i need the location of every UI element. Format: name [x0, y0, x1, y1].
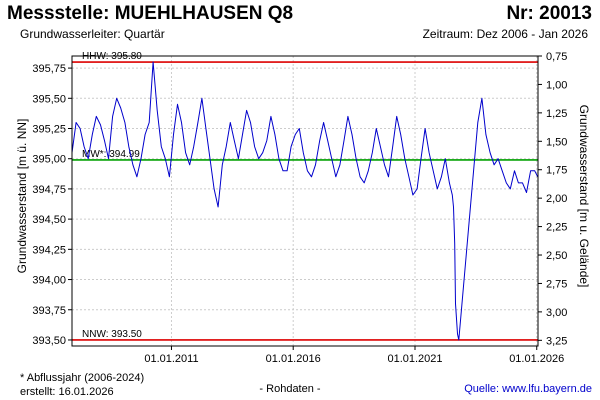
source-link[interactable]: Quelle: www.lfu.bayern.de [464, 383, 592, 395]
y2-axis-ticks: 3,25 3,00 2,75 2,50 2,25 2,00 1,75 1,50 1,25 1,00… [538, 51, 567, 347]
ref-label-hhw: HHW: 395.80 [82, 51, 142, 62]
x-tick-label: 01.01.2016 [266, 353, 321, 365]
y2-tick-label: 1,25 [546, 108, 567, 120]
x-axis-ticks: 01.01.2011 01.01.2016 01.01.2021 01.01.2026 [144, 346, 564, 365]
y-tick-label: 393,75 [32, 305, 66, 317]
y-tick-label: 394,75 [32, 184, 66, 196]
plot-frame [71, 55, 539, 347]
rawdata-label: - Rohdaten - [259, 383, 321, 395]
y2-tick-label: 3,00 [546, 307, 567, 319]
y-tick-label: 394,25 [32, 244, 66, 256]
y-tick-label: 395,50 [32, 93, 66, 105]
y2-tick-label: 1,75 [546, 165, 567, 177]
y2-tick-label: 0,75 [546, 51, 567, 63]
series-line-0 [71, 61, 539, 341]
footnote: * Abflussjahr (2006-2024) [20, 372, 145, 384]
y2-tick-label: 1,00 [546, 79, 567, 91]
y2-tick-label: 2,25 [546, 222, 567, 234]
y2-axis-label: Grundwasserstand [m u. Gelände] [577, 105, 591, 288]
grid [72, 56, 538, 346]
x-tick-label: 01.01.2026 [509, 353, 564, 365]
y-tick-label: 395,25 [32, 124, 66, 136]
created-date: erstellt: 16.01.2026 [20, 386, 114, 398]
chart-title: Messstelle: MUEHLHAUSEN Q8 [7, 3, 294, 24]
y2-tick-label: 2,00 [546, 193, 567, 205]
series-group [71, 61, 539, 341]
period-label: Zeitraum: Dez 2006 - Jan 2026 [422, 27, 588, 41]
y-axis-ticks: 393,50 393,75 394,00 394,25 394,50 394,75 395,… [32, 63, 72, 347]
y-tick-label: 395,75 [32, 63, 66, 75]
y2-tick-label: 3,25 [546, 335, 567, 347]
y-axis-label: Grundwasserstand [m ü. NN] [15, 119, 29, 274]
x-tick-label: 01.01.2011 [144, 353, 198, 365]
y-tick-label: 395,00 [32, 154, 66, 166]
y2-tick-label: 2,75 [546, 278, 567, 290]
y-tick-label: 394,50 [32, 214, 66, 226]
y2-tick-label: 2,50 [546, 250, 567, 262]
y-tick-label: 394,00 [32, 275, 66, 287]
station-number: Nr: 20013 [506, 3, 592, 24]
y-tick-label: 393,50 [32, 335, 66, 347]
y2-tick-label: 1,50 [546, 136, 567, 148]
aquifer-label: Grundwasserleiter: Quartär [20, 27, 165, 41]
ref-label-mw: MW*: 394.99 [82, 149, 140, 160]
reference-lines: HHW: 395.80 MW*: 394.99 NNW: 393.50 [72, 51, 538, 341]
x-tick-label: 01.01.2021 [387, 353, 442, 365]
ref-label-nnw: NNW: 393.50 [82, 329, 142, 340]
